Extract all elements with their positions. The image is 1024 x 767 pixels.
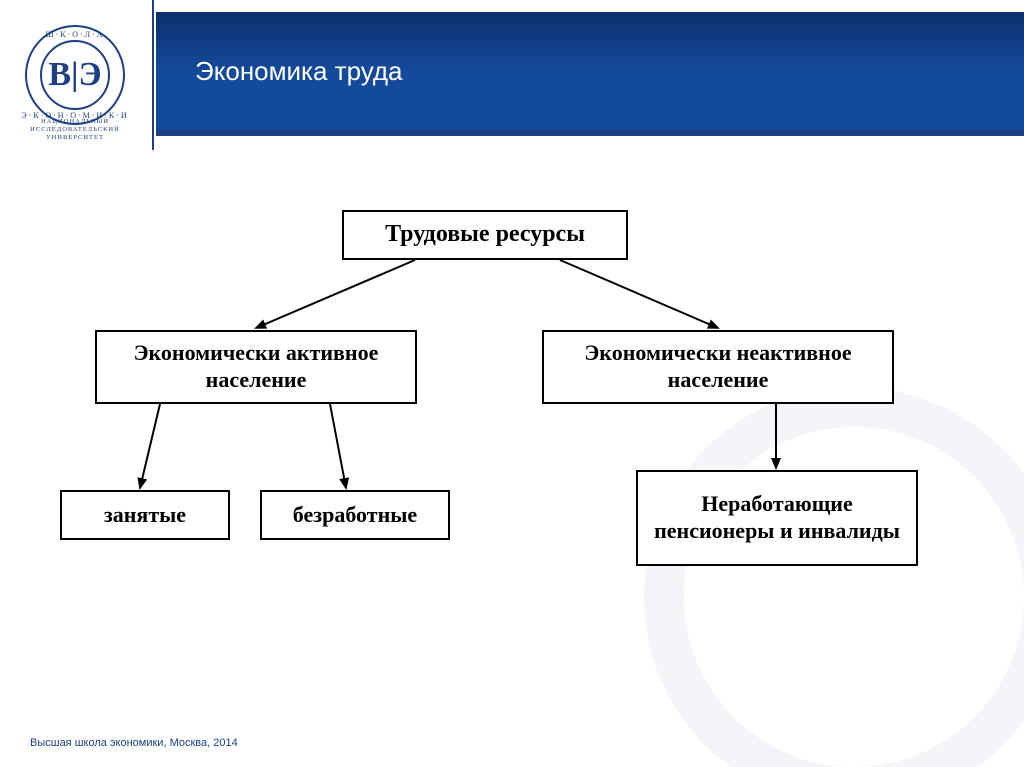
slide: Ш·К·О·Л·А Э·К·О·Н·О·М·И·К·И В|Э НАЦИОНАЛ…	[0, 0, 1024, 767]
logo-ring-text-top: Ш·К·О·Л·А	[45, 30, 104, 39]
node-unemp: безработные	[260, 490, 450, 540]
logo-caption-line2: УНИВЕРСИТЕТ	[46, 134, 104, 141]
node-active: Экономически активное население	[95, 330, 417, 404]
slide-title: Экономика труда	[195, 56, 403, 87]
node-inactive: Экономически неактивное население	[542, 330, 894, 404]
edge-active-unemp	[330, 404, 346, 488]
edge-root-active	[256, 260, 415, 328]
node-pens: Неработающие пенсионеры и инвалиды	[636, 470, 918, 566]
logo-caption-line1: НАЦИОНАЛЬНЫЙ ИССЛЕДОВАТЕЛЬСКИЙ	[30, 118, 120, 133]
node-emp: занятые	[60, 490, 230, 540]
logo-glyph: В|Э	[48, 56, 101, 94]
diagram: Трудовые ресурсы Экономически активное на…	[0, 160, 1024, 720]
edge-root-inactive	[560, 260, 718, 328]
edge-active-emp	[140, 404, 160, 488]
logo-caption: НАЦИОНАЛЬНЫЙ ИССЛЕДОВАТЕЛЬСКИЙ УНИВЕРСИТ…	[0, 118, 150, 141]
logo-ring: Ш·К·О·Л·А Э·К·О·Н·О·М·И·К·И В|Э	[25, 25, 125, 125]
footer-text: Высшая школа экономики, Москва, 2014	[30, 737, 238, 749]
vertical-divider	[150, 0, 156, 150]
logo: Ш·К·О·Л·А Э·К·О·Н·О·М·И·К·И В|Э НАЦИОНАЛ…	[0, 0, 150, 150]
logo-ring-inner: В|Э	[40, 40, 110, 110]
node-root: Трудовые ресурсы	[342, 210, 628, 260]
